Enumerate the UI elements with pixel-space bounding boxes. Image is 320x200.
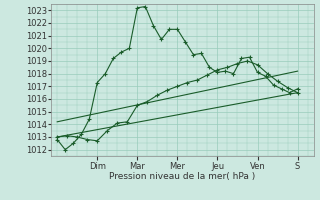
X-axis label: Pression niveau de la mer( hPa ): Pression niveau de la mer( hPa ) [109,172,256,181]
